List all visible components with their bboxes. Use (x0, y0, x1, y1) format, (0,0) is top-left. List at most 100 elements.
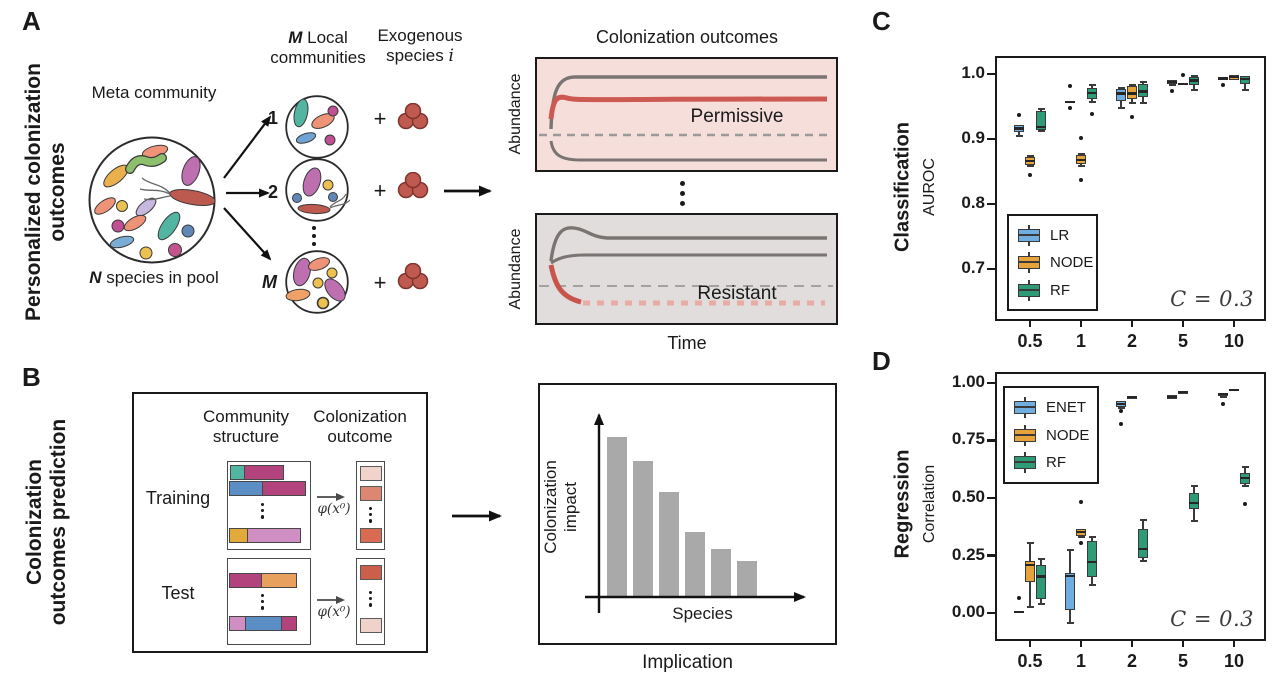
median-line (1116, 402, 1126, 405)
whisker-cap (1077, 164, 1085, 167)
median-line (1065, 100, 1075, 104)
permissive-outcome-plot: Permissive (535, 57, 838, 172)
outcome-cell (360, 466, 382, 481)
abundance-segment (247, 528, 301, 543)
outlier-point (1130, 114, 1134, 119)
community-structure-header: Community structure (186, 407, 306, 447)
impact-bar (737, 561, 757, 597)
legend-entry: RF (1018, 279, 1096, 301)
header-line2: outcome (327, 427, 393, 447)
y-tick-mark (987, 496, 996, 500)
connectivity-annotation: C = 0.3 (1170, 287, 1254, 311)
colonization-outcome-header: Colonization outcome (302, 407, 418, 447)
whisker-cap (1026, 154, 1034, 157)
time-axis-label: Time (667, 333, 707, 353)
ylabel-line1: Colonization (541, 460, 560, 554)
whisker-cap (1088, 536, 1096, 539)
pool-n: N (89, 268, 102, 287)
test-label: Test (161, 583, 195, 603)
whisker-upper (1040, 559, 1042, 566)
y-tick-label: 0.9 (961, 127, 985, 147)
impact-bar (607, 437, 627, 597)
whisker-cap (1066, 549, 1074, 552)
whisker-cap (1128, 84, 1136, 87)
legend-label: NODE (1050, 254, 1094, 271)
test-structure-box (227, 558, 311, 645)
abundance-segment (229, 481, 263, 496)
outlier-point (1170, 88, 1174, 93)
legend-label: NODE (1046, 426, 1090, 444)
median-line (1240, 476, 1250, 479)
local-rest: Local (302, 28, 348, 47)
abundance-segment (244, 465, 284, 480)
median-line (1014, 127, 1024, 130)
x-tick-label: 10 (1223, 331, 1245, 351)
legend-box-glyph (1014, 452, 1036, 474)
regression-legend: ENET NODE RF (1003, 386, 1099, 484)
whisker-cap (1139, 559, 1147, 562)
whisker-cap (1088, 84, 1096, 87)
header-line1: Community (203, 407, 289, 426)
whisker-upper (1142, 519, 1144, 529)
phi-function-label: φ(x⁰) (317, 501, 351, 517)
outlier-point (1017, 112, 1021, 117)
implication-axes (585, 413, 806, 613)
median-line (1076, 530, 1086, 534)
panel-b-side-title: Colonization outcomes prediction (23, 419, 71, 626)
local-community-m-illustration (285, 250, 349, 314)
x-tick-mark (1232, 319, 1236, 327)
plus-sign-3: + (373, 270, 387, 295)
exo-line2: species (386, 46, 449, 66)
whisker-cap (1077, 152, 1085, 155)
regression-axis-title: Regression (891, 449, 914, 559)
correlation-axis-label: Correlation (921, 464, 938, 544)
classification-boxplot: LR NODE RF C = 0.3 1.0 0.9 0.8 0.7 0.5 1 2 5 10 (961, 56, 1266, 351)
x-tick-label: 0.5 (1017, 651, 1043, 671)
whisker-upper (1142, 81, 1144, 85)
whisker-cap (1168, 84, 1176, 87)
whisker-upper (1244, 467, 1246, 474)
legend-entry: ENET (1014, 396, 1097, 418)
whisker-cap (1241, 484, 1249, 487)
whisker-cap (1241, 88, 1249, 91)
whisker-cap (1066, 622, 1074, 625)
median-line (1189, 501, 1199, 505)
abundance-segment (262, 481, 306, 496)
whisker-cap (1117, 86, 1125, 89)
side-title-line2: outcomes prediction (47, 418, 70, 626)
y-tick-mark (987, 611, 996, 615)
phi-function-label: φ(x⁰) (317, 604, 351, 620)
whisker-upper (1193, 486, 1195, 494)
impact-bar (685, 532, 705, 597)
x-tick-mark (1232, 639, 1236, 647)
outlier-point (1068, 106, 1072, 111)
y-tick-mark (987, 72, 996, 76)
test-row (229, 573, 297, 588)
test-outcome-ellipsis (369, 589, 373, 608)
colonization-outcomes-title: Colonization outcomes (595, 27, 779, 47)
outlier-point (1079, 177, 1083, 182)
training-row (230, 465, 284, 480)
whisker-lower (1193, 85, 1195, 90)
outlier-point (1221, 83, 1225, 88)
y-tick-label: 1.00 (951, 372, 985, 391)
outlier-point (1221, 401, 1225, 406)
local-community-1-illustration (285, 95, 349, 159)
median-line (1138, 90, 1148, 93)
legend-entry: RF (1014, 452, 1097, 474)
whisker-lower (1029, 582, 1031, 607)
x-tick-label: 2 (1126, 331, 1137, 351)
abundance-segment (230, 465, 245, 480)
training-row (229, 481, 306, 496)
local-communities-header: M Local communities (258, 28, 378, 68)
y-tick-mark (987, 381, 996, 385)
median-line (1076, 158, 1086, 161)
abundance-segment (229, 573, 262, 588)
outlier-point (1068, 84, 1072, 89)
x-tick-mark (1130, 319, 1134, 327)
plus-sign-2: + (373, 178, 387, 203)
median-line (1178, 82, 1188, 85)
y-tick-label: 0.8 (961, 193, 985, 212)
meta-community-label: Meta community (91, 83, 217, 102)
